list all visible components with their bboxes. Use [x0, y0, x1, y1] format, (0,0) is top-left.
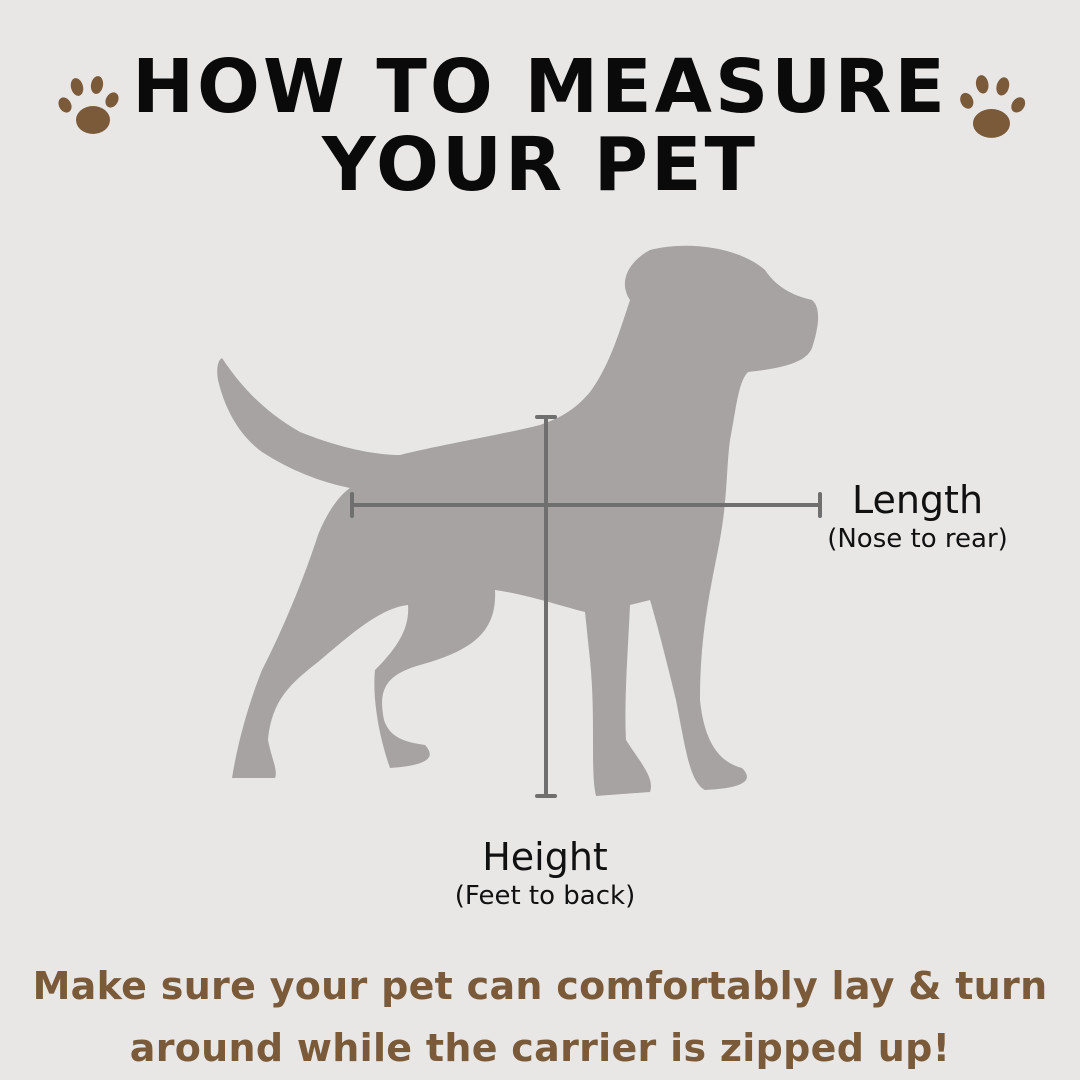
title-line-1: HOW TO MEASURE [132, 44, 948, 130]
carrier-note: Make sure your pet can comfortably lay &… [0, 955, 1080, 1079]
note-line-2: around while the carrier is zipped up! [129, 1026, 951, 1070]
note-line-1: Make sure your pet can comfortably lay &… [32, 964, 1048, 1008]
page-title: HOW TO MEASURE YOUR PET [0, 48, 1080, 204]
length-title: Length [851, 478, 984, 522]
paw-print-icon [960, 75, 1026, 138]
title-line-2: YOUR PET [322, 122, 758, 208]
paw-print-icon [58, 76, 119, 134]
length-detail: (Nose to rear) [827, 524, 1008, 554]
height-title: Height [482, 835, 608, 879]
height-detail: (Feet to back) [454, 881, 636, 911]
dog-silhouette [217, 245, 819, 797]
length-label: Length (Nose to rear) [820, 478, 1015, 554]
height-label: Height (Feet to back) [440, 835, 650, 911]
